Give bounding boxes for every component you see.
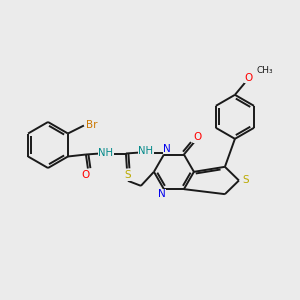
Text: N: N	[158, 189, 166, 199]
Text: CH₃: CH₃	[256, 66, 273, 75]
Text: S: S	[243, 176, 249, 185]
Text: NH: NH	[138, 146, 153, 157]
Text: O: O	[82, 170, 90, 181]
Text: N: N	[163, 143, 171, 154]
Text: Br: Br	[86, 119, 98, 130]
Text: S: S	[124, 170, 131, 181]
Text: O: O	[194, 133, 202, 142]
Text: O: O	[245, 73, 253, 83]
Text: NH: NH	[98, 148, 113, 158]
